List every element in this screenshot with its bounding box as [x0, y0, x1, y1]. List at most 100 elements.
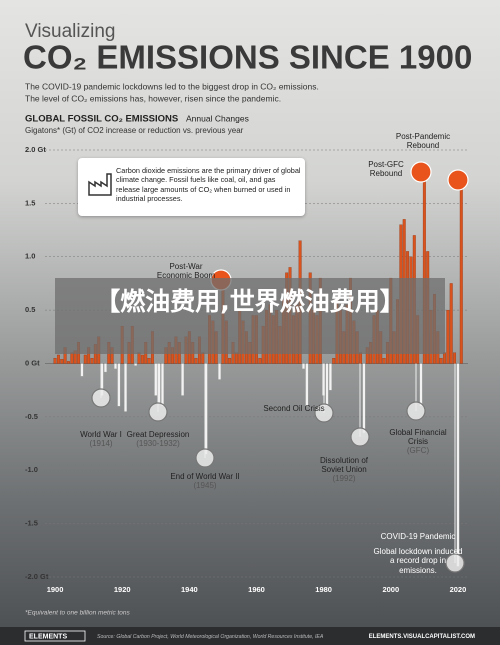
- marker: [410, 161, 432, 183]
- annotation-label: End of World War II: [170, 472, 240, 481]
- banner-bg: 【燃油费用,世界燃油费用】: [55, 278, 445, 354]
- logo-box: [24, 630, 86, 642]
- annotation-label: Dissolution of Soviet Union: [319, 456, 369, 475]
- annotation: COVID-19 Pandemic Global lockdown induced…: [373, 532, 463, 575]
- subtitle: The level of CO₂ emissions has, however,…: [25, 93, 281, 103]
- annotation-label: COVID-19 Pandemic: [380, 532, 456, 541]
- bar: [60, 359, 64, 364]
- annotation-period: (1930-1932): [136, 439, 180, 449]
- y-tick-label: -1.0: [25, 465, 38, 474]
- bar: [161, 363, 164, 407]
- bar: [181, 363, 185, 396]
- bar: [194, 358, 198, 364]
- bar: [70, 352, 74, 364]
- bar: [140, 354, 144, 364]
- x-tick-label: 2020: [450, 585, 467, 594]
- bar: [258, 358, 262, 364]
- marker: [406, 401, 426, 421]
- title: CO₂ EMISSIONS SINCE 1900: [23, 39, 472, 76]
- bar: [114, 363, 117, 369]
- bar: [80, 363, 84, 377]
- bar: [332, 358, 336, 364]
- footer-bar: [0, 627, 500, 645]
- bar: [124, 363, 128, 412]
- annotation-label: World War I: [80, 430, 122, 439]
- note-text: Carbon dioxide emissions are the primary…: [116, 166, 301, 204]
- marker: [195, 448, 215, 468]
- annotation-period: Global lockdown induced a record drop in…: [373, 547, 463, 575]
- annotation: Post-GFC Rebound: [351, 160, 421, 178]
- y-tick-label: -2.0 Gt: [25, 572, 49, 581]
- annotation-label: Great Depression: [126, 430, 190, 439]
- chart-title-suffix: Annual Changes: [186, 113, 249, 123]
- annotation-period: (1992): [332, 474, 356, 484]
- annotation: Dissolution of Soviet Union (1992): [309, 456, 379, 484]
- bar: [228, 358, 232, 364]
- annotation-period: (1945): [193, 481, 217, 491]
- annotation: Global Financial Crisis (GFC): [383, 428, 453, 456]
- footer-source: Source: Global Carbon Project, World Met…: [97, 634, 324, 640]
- factory-icon: [88, 173, 112, 196]
- bar: [362, 363, 366, 434]
- bar: [382, 358, 386, 364]
- bar: [305, 363, 309, 407]
- bar: [325, 363, 329, 407]
- annotation-label: Second Oil Crisis: [263, 404, 325, 413]
- bar: [83, 354, 87, 364]
- annotation-label: Global Financial Crisis: [389, 428, 447, 447]
- annotation: World War I (1914): [66, 430, 136, 448]
- x-tick-label: 1900: [47, 585, 64, 594]
- bar: [446, 309, 450, 364]
- bar: [53, 358, 57, 364]
- footer-site: ELEMENTS.VISUALCAPITALIST.COM: [369, 634, 475, 640]
- marker: [447, 169, 469, 191]
- chart-title: GLOBAL FOSSIL CO₂ EMISSIONS: [25, 114, 178, 125]
- bar: [359, 352, 363, 364]
- x-tick-label: 1940: [181, 585, 198, 594]
- marker: [445, 553, 465, 573]
- bar: [117, 363, 121, 407]
- y-tick-label: -0.5: [25, 412, 38, 421]
- banner-text: 【燃油费用,世界燃油费用】: [95, 287, 405, 316]
- kicker: Visualizing: [25, 21, 115, 42]
- annotation-label: Post-GFC Rebound: [368, 160, 404, 179]
- x-tick-label: 1980: [315, 585, 332, 594]
- annotation-label: Post-Pandemic Rebound: [395, 132, 451, 151]
- marker: [314, 403, 334, 423]
- bar: [67, 361, 70, 364]
- y-tick-label: 2.0 Gt: [25, 145, 46, 154]
- bar: [103, 363, 107, 373]
- annotation: Post-War Economic Boom: [151, 262, 221, 280]
- annotation: Second Oil Crisis: [259, 404, 329, 413]
- annotation: End of World War II (1945): [170, 472, 240, 490]
- note-box: Carbon dioxide emissions are the primary…: [78, 158, 305, 216]
- bar: [439, 358, 443, 364]
- bar: [328, 363, 332, 391]
- footnote: *Equivalent to one billion metric tons: [25, 610, 131, 617]
- x-tick-label: 1960: [248, 585, 265, 594]
- bar: [453, 352, 457, 364]
- y-tick-label: 0.5: [25, 305, 35, 314]
- annotation-period: (1914): [89, 439, 113, 449]
- bar: [154, 363, 158, 396]
- x-tick-label: 1920: [114, 585, 131, 594]
- bar: [134, 363, 138, 366]
- x-tick-label: 2000: [382, 585, 399, 594]
- bar: [137, 352, 141, 364]
- bar: [302, 363, 305, 369]
- y-tick-label: -1.5: [25, 519, 38, 528]
- annotation: Great Depression (1930-1932): [123, 430, 193, 448]
- bar: [218, 363, 222, 380]
- bar: [56, 354, 60, 364]
- marker: [91, 388, 111, 408]
- annotation-period: (GFC): [406, 446, 430, 456]
- subtitle: The COVID-19 pandemic lockdowns led to t…: [25, 81, 319, 91]
- bar: [449, 283, 453, 364]
- y-tick-label: 1.0: [25, 252, 35, 261]
- bar: [443, 352, 446, 364]
- annotation: Post-Pandemic Rebound: [388, 132, 458, 150]
- bar: [147, 358, 151, 364]
- marker: [148, 402, 168, 422]
- bar: [201, 352, 205, 364]
